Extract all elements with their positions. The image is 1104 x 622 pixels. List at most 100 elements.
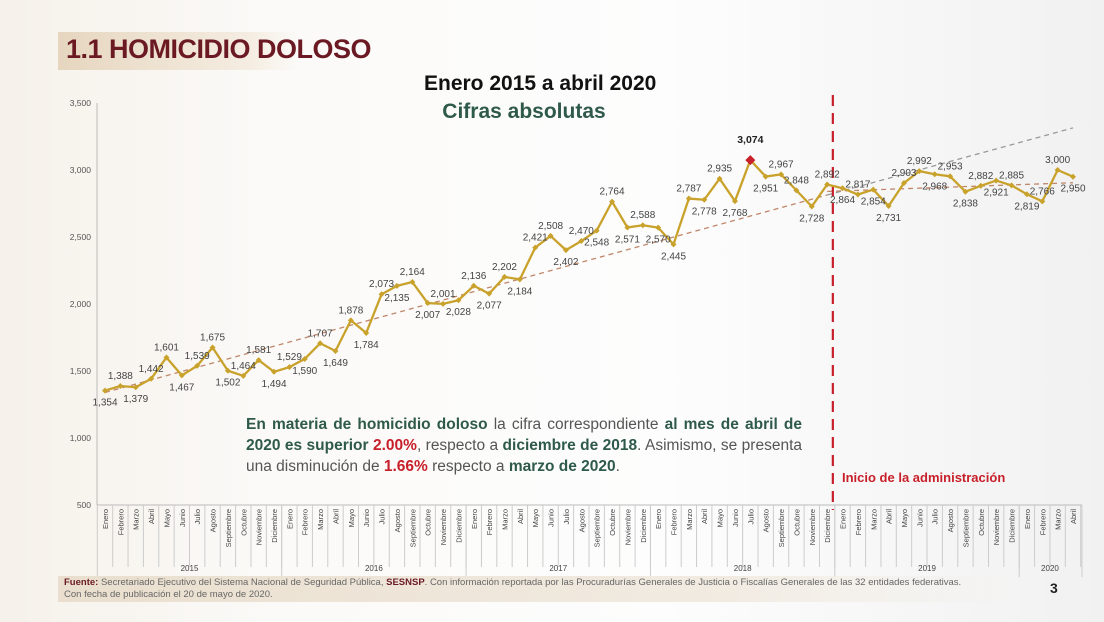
data-point — [931, 171, 938, 178]
slide-title: 1.1 HOMICIDIO DOLOSO — [66, 34, 372, 64]
data-label: 1,464 — [231, 361, 256, 372]
data-label: 2,778 — [692, 207, 717, 218]
title-band — [58, 32, 298, 70]
year-label: 2016 — [365, 564, 383, 573]
data-label: 2,854 — [861, 197, 886, 208]
x-tick-label: Noviembre — [623, 509, 632, 545]
x-tick-label: Febrero — [854, 509, 863, 535]
data-label: 2,921 — [984, 188, 1009, 199]
x-tick-label: Junio — [547, 509, 556, 527]
x-tick-label: Junio — [178, 509, 187, 527]
data-point — [470, 282, 477, 289]
x-tick-label: Mayo — [900, 509, 909, 527]
x-tick-label: Enero — [101, 509, 110, 529]
data-point — [347, 317, 354, 324]
data-label: 2,768 — [722, 208, 747, 219]
data-label: 2,728 — [799, 213, 824, 224]
data-point — [655, 224, 662, 231]
x-tick-label: Enero — [839, 509, 848, 529]
y-tick-label: 2,500 — [70, 232, 92, 242]
x-tick-label: Abril — [516, 509, 525, 524]
source-footnote: Fuente: Secretariado Ejecutivo del Siste… — [58, 576, 1018, 602]
data-point — [793, 187, 800, 194]
data-label: 1,502 — [215, 378, 240, 389]
data-label: 2,548 — [584, 238, 609, 249]
data-point — [393, 282, 400, 289]
x-tick-label: Enero — [285, 509, 294, 529]
year-label: 2019 — [918, 564, 936, 573]
page-number: 3 — [1050, 580, 1058, 596]
data-label: 1,784 — [354, 340, 379, 351]
year-label: 2018 — [734, 564, 752, 573]
x-tick-label: Noviembre — [255, 509, 264, 545]
data-point — [301, 355, 308, 362]
data-point — [516, 276, 523, 283]
source-date: Con fecha de publicación el 20 de mayo d… — [64, 589, 273, 600]
data-label: 2,001 — [431, 289, 456, 300]
data-point — [271, 368, 278, 375]
data-label: 2,164 — [400, 267, 425, 278]
year-label: 2017 — [549, 564, 567, 573]
data-point — [286, 364, 293, 371]
data-point — [609, 198, 616, 205]
x-tick-label: Agosto — [577, 509, 586, 532]
x-tick-label: Agosto — [946, 509, 955, 532]
data-label: 2,445 — [661, 251, 686, 262]
trendline — [826, 127, 1074, 196]
x-tick-label: Abril — [700, 509, 709, 524]
data-label: 2,073 — [369, 279, 394, 290]
data-point — [455, 297, 462, 304]
data-point — [163, 354, 170, 361]
data-label: 2,731 — [876, 213, 901, 224]
year-label: 2020 — [1041, 564, 1059, 573]
data-point — [501, 273, 508, 280]
data-point — [716, 175, 723, 182]
note-pct-decrease: 1.66% — [383, 458, 428, 475]
data-label: 2,848 — [784, 175, 809, 186]
data-label: 1,467 — [169, 382, 194, 393]
chart-subtitle: Cifras absolutas — [442, 100, 606, 123]
x-tick-label: Junio — [362, 509, 371, 527]
data-label: 2,953 — [938, 161, 963, 172]
x-tick-label: Febrero — [116, 509, 125, 535]
data-point — [424, 300, 431, 307]
x-tick-label: Marzo — [500, 509, 509, 530]
x-tick-label: Marzo — [1054, 509, 1063, 530]
note-bold-6: diciembre de 2018 — [502, 437, 638, 454]
x-tick-label: Septiembre — [961, 509, 970, 547]
x-tick-label: Mayo — [531, 509, 540, 527]
x-tick-label: Agosto — [393, 509, 402, 532]
note-bold-3: al mes de abril de 2020 es superior — [246, 416, 802, 454]
data-point — [240, 372, 247, 379]
data-point — [578, 238, 585, 245]
source-label: Fuente: — [64, 577, 99, 588]
year-label: 2015 — [181, 564, 199, 573]
data-label: 3,000 — [1045, 155, 1070, 166]
x-tick-label: Julio — [378, 509, 387, 524]
x-tick-label: Septiembre — [224, 509, 233, 547]
x-tick-label: Julio — [562, 509, 571, 524]
data-label: 1,590 — [292, 366, 317, 377]
administration-start-label: Inicio de la administración — [842, 470, 1006, 485]
x-tick-label: Marzo — [685, 509, 694, 530]
data-point — [624, 224, 631, 231]
trendline — [104, 194, 828, 394]
data-point — [562, 247, 569, 254]
data-point — [885, 203, 892, 210]
data-point — [409, 279, 416, 286]
data-label: 1,707 — [308, 328, 333, 339]
data-label: 1,601 — [154, 342, 179, 353]
x-tick-label: Enero — [654, 509, 663, 529]
x-tick-label: Febrero — [485, 509, 494, 535]
data-point — [363, 329, 370, 336]
x-tick-label: Junio — [731, 509, 740, 527]
x-tick-label: Junio — [915, 509, 924, 527]
x-tick-label: Febrero — [1038, 509, 1047, 535]
x-tick-label: Octubre — [608, 509, 617, 536]
data-label: 2,508 — [538, 221, 563, 232]
x-tick-label: Agosto — [209, 509, 218, 532]
x-tick-label: Diciembre — [270, 509, 279, 543]
data-point — [839, 185, 846, 192]
x-tick-label: Diciembre — [454, 509, 463, 543]
